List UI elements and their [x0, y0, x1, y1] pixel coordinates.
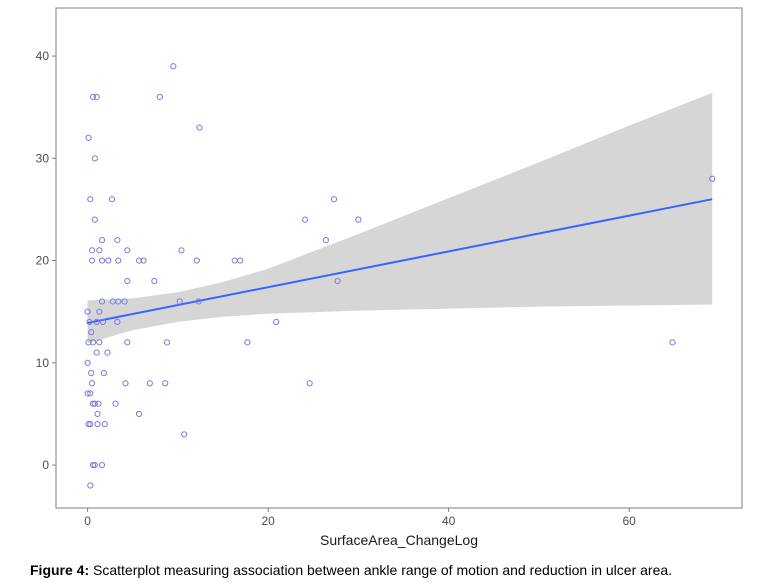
figure-caption-label: Figure 4: — [30, 562, 90, 578]
confidence-band — [87, 92, 713, 344]
data-point — [93, 318, 100, 326]
y-tick-label: 10 — [36, 356, 50, 370]
data-point — [95, 400, 102, 407]
data-point — [104, 349, 111, 356]
data-point — [124, 339, 131, 346]
data-point — [91, 155, 98, 162]
x-tick-label: 40 — [442, 514, 456, 528]
data-point — [124, 277, 131, 285]
y-tick-label: 0 — [42, 458, 49, 472]
data-point — [140, 257, 147, 264]
x-tick-label: 20 — [261, 514, 275, 528]
y-tick-label: 30 — [36, 151, 50, 165]
data-point — [156, 93, 163, 101]
data-point — [84, 390, 91, 397]
data-point — [85, 134, 92, 141]
x-axis-title: SurfaceArea_ChangeLog — [320, 532, 478, 548]
data-point — [115, 298, 122, 305]
data-point — [334, 277, 341, 285]
y-tick-label: 40 — [36, 49, 50, 63]
data-point — [94, 410, 101, 418]
data-point — [86, 318, 93, 326]
data-point — [98, 298, 106, 305]
data-point — [98, 257, 106, 264]
data-point — [91, 216, 98, 223]
data-point — [93, 93, 100, 101]
data-point — [91, 400, 98, 407]
data-point — [100, 369, 107, 377]
data-point — [355, 216, 362, 223]
x-tick-label: 0 — [84, 514, 91, 528]
y-axis: 0 10 20 30 40 — [36, 49, 56, 472]
data-point — [88, 369, 95, 377]
data-point — [237, 257, 244, 264]
data-point — [244, 339, 251, 346]
y-tick-label: 20 — [36, 254, 50, 268]
data-point — [94, 421, 101, 428]
regression-line-layer — [87, 198, 713, 324]
data-point — [89, 247, 96, 254]
data-point — [87, 421, 94, 428]
x-axis: 0 20 40 60 — [84, 508, 636, 528]
data-point — [96, 308, 103, 315]
data-point — [193, 257, 200, 264]
data-point — [114, 318, 121, 326]
data-point — [146, 380, 153, 387]
points-layer — [84, 63, 716, 489]
data-point — [99, 318, 107, 326]
data-point — [98, 237, 106, 244]
data-point — [709, 175, 716, 182]
data-point — [89, 93, 97, 101]
data-point — [112, 400, 119, 407]
data-point — [330, 196, 338, 203]
data-point — [181, 431, 188, 438]
data-point — [151, 277, 158, 285]
data-point — [669, 339, 676, 346]
data-point — [89, 380, 96, 387]
data-point — [91, 461, 98, 469]
regression-line — [87, 198, 713, 324]
scatter-chart: 0 10 20 30 40 0 20 40 60 SurfaceArea_ChangeLog — [36, 7, 743, 548]
data-point — [96, 339, 103, 346]
confidence-band-layer — [87, 92, 713, 344]
figure-caption: Figure 4: Scatterplot measuring associat… — [30, 562, 672, 578]
data-point — [122, 380, 129, 387]
data-point — [101, 421, 108, 428]
data-point — [135, 257, 143, 264]
data-point — [115, 257, 122, 264]
data-point — [85, 421, 92, 428]
data-point — [108, 196, 116, 203]
data-point — [162, 380, 169, 387]
data-point — [121, 298, 128, 305]
data-point — [322, 237, 329, 244]
data-point — [87, 482, 94, 489]
data-point — [89, 257, 96, 264]
data-point — [302, 216, 309, 223]
data-point — [176, 298, 183, 305]
data-point — [84, 359, 91, 366]
data-point — [195, 298, 202, 305]
data-point — [105, 257, 112, 264]
data-point — [178, 247, 185, 254]
data-point — [124, 247, 131, 254]
data-point — [163, 339, 171, 346]
data-point — [306, 380, 313, 387]
data-point — [89, 339, 97, 346]
data-point — [88, 329, 95, 336]
figure-caption-text: Scatterplot measuring association betwee… — [89, 562, 673, 578]
data-point — [89, 461, 97, 469]
data-point — [98, 461, 106, 469]
data-point — [170, 63, 177, 70]
data-point — [85, 339, 92, 346]
data-point — [273, 318, 280, 326]
x-tick-label: 60 — [622, 514, 636, 528]
data-point — [87, 196, 94, 203]
data-point — [114, 237, 121, 244]
data-point — [135, 410, 143, 418]
data-point — [93, 349, 100, 356]
data-point — [196, 124, 203, 131]
data-point — [87, 390, 94, 397]
data-point — [96, 247, 103, 254]
data-point — [84, 308, 91, 315]
